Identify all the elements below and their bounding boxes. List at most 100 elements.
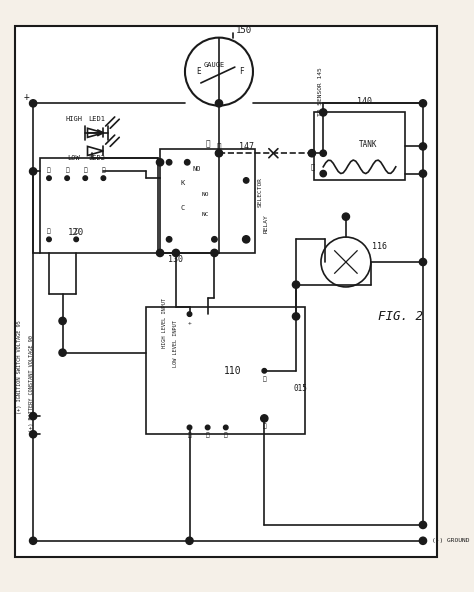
Circle shape — [184, 160, 190, 165]
Circle shape — [419, 170, 427, 177]
Text: FIG. 2: FIG. 2 — [378, 310, 423, 323]
Circle shape — [309, 150, 315, 156]
Text: 116: 116 — [373, 242, 387, 250]
Circle shape — [419, 143, 427, 150]
FancyBboxPatch shape — [160, 149, 255, 253]
Circle shape — [65, 176, 69, 181]
Text: ①: ① — [217, 142, 221, 151]
Text: ②: ② — [83, 167, 87, 173]
Circle shape — [262, 369, 266, 373]
Text: +: + — [188, 320, 191, 325]
Circle shape — [319, 109, 327, 116]
Text: ⑤: ⑤ — [263, 376, 266, 382]
Circle shape — [244, 178, 249, 183]
Circle shape — [29, 537, 37, 545]
Circle shape — [243, 236, 250, 243]
Text: F: F — [239, 67, 244, 76]
Text: ③: ③ — [206, 433, 210, 439]
Circle shape — [101, 176, 106, 181]
Circle shape — [215, 99, 223, 107]
Text: ①: ① — [188, 433, 191, 439]
Text: (+) BATTERY CONSTANT VOLTAGE 90: (+) BATTERY CONSTANT VOLTAGE 90 — [28, 335, 34, 432]
Circle shape — [172, 249, 180, 256]
Circle shape — [166, 160, 172, 165]
Text: SELECTOR: SELECTOR — [257, 177, 262, 207]
Text: GAUGE: GAUGE — [204, 62, 225, 68]
Text: +: + — [23, 92, 29, 102]
Circle shape — [166, 237, 172, 242]
Text: TO SENSOR 145: TO SENSOR 145 — [319, 67, 323, 117]
Text: HIGH LEVEL INPUT: HIGH LEVEL INPUT — [162, 298, 167, 348]
Circle shape — [224, 425, 228, 430]
Text: 150: 150 — [236, 26, 252, 36]
Circle shape — [211, 249, 218, 256]
FancyBboxPatch shape — [146, 307, 305, 435]
Text: E: E — [196, 67, 201, 76]
Text: C: C — [181, 205, 185, 211]
Circle shape — [308, 150, 316, 157]
Circle shape — [262, 416, 266, 421]
Circle shape — [320, 150, 327, 156]
FancyBboxPatch shape — [314, 112, 405, 181]
Text: ②: ② — [263, 424, 266, 429]
Text: LOW LEVEL INPUT: LOW LEVEL INPUT — [173, 320, 178, 367]
Circle shape — [419, 537, 427, 545]
Text: K: K — [181, 180, 185, 186]
Text: TANK: TANK — [359, 140, 378, 149]
Text: 120: 120 — [68, 228, 84, 237]
Circle shape — [419, 99, 427, 107]
Text: 147: 147 — [239, 142, 254, 151]
Text: LED2: LED2 — [88, 155, 105, 161]
Text: ⑤: ⑤ — [205, 140, 210, 149]
Text: HIGH: HIGH — [65, 116, 82, 122]
Circle shape — [186, 537, 193, 545]
Circle shape — [244, 237, 249, 242]
Text: ④: ④ — [224, 433, 228, 439]
Text: NO: NO — [192, 166, 201, 172]
Circle shape — [47, 176, 51, 181]
Text: ③: ③ — [47, 229, 51, 234]
Text: ④: ④ — [74, 229, 78, 234]
Text: 140: 140 — [356, 96, 372, 105]
Circle shape — [156, 249, 164, 256]
Text: LOW: LOW — [67, 155, 80, 161]
Text: 130: 130 — [168, 255, 183, 264]
FancyBboxPatch shape — [40, 157, 158, 253]
Circle shape — [187, 312, 192, 316]
Text: ⑥: ⑥ — [101, 167, 105, 173]
FancyBboxPatch shape — [15, 26, 437, 556]
Circle shape — [59, 317, 66, 324]
Circle shape — [29, 413, 37, 420]
Circle shape — [212, 237, 217, 242]
Text: (+) IGNITION SWITCH VOLTAGE 95: (+) IGNITION SWITCH VOLTAGE 95 — [17, 320, 22, 414]
Text: ①: ① — [47, 167, 51, 173]
Circle shape — [320, 170, 327, 177]
Circle shape — [342, 213, 349, 220]
Circle shape — [74, 237, 79, 242]
Circle shape — [205, 425, 210, 430]
Text: ⑤: ⑤ — [65, 167, 69, 173]
Circle shape — [59, 349, 66, 356]
Circle shape — [292, 281, 300, 288]
Text: 110: 110 — [224, 366, 241, 376]
Text: ①: ① — [311, 163, 315, 170]
Circle shape — [419, 258, 427, 266]
Circle shape — [419, 522, 427, 529]
Text: 015: 015 — [293, 384, 308, 394]
Circle shape — [215, 150, 223, 157]
Circle shape — [29, 168, 37, 175]
Circle shape — [156, 159, 164, 166]
Text: (-) GROUND: (-) GROUND — [432, 538, 470, 543]
Circle shape — [261, 415, 268, 422]
Circle shape — [216, 150, 222, 156]
Circle shape — [187, 425, 192, 430]
Text: RELAY: RELAY — [264, 214, 269, 233]
Text: NC: NC — [201, 212, 209, 217]
Text: LED1: LED1 — [88, 116, 105, 122]
Circle shape — [83, 176, 88, 181]
Circle shape — [29, 99, 37, 107]
Circle shape — [29, 430, 37, 438]
Circle shape — [292, 313, 300, 320]
Circle shape — [47, 237, 51, 242]
Text: NO: NO — [201, 191, 209, 197]
